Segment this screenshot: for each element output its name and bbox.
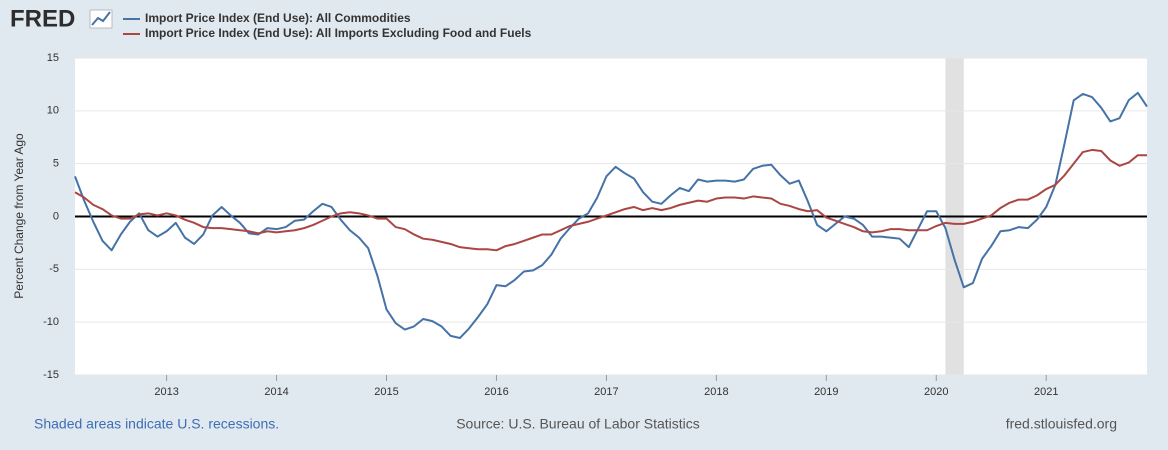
logo[interactable]: FRED xyxy=(10,5,75,32)
series-line xyxy=(74,91,1148,340)
x-tick-label: 2015 xyxy=(374,386,398,398)
x-tick-label: 2014 xyxy=(264,386,288,398)
x-tick-label: 2017 xyxy=(594,386,618,398)
site[interactable]: fred.stlouisfed.org xyxy=(1006,416,1117,432)
x-tick-label: 2016 xyxy=(484,386,508,398)
x-tick-label: 2018 xyxy=(704,386,728,398)
series-line xyxy=(74,148,1147,252)
y-tick-label: -10 xyxy=(43,316,59,328)
x-tick-label: 2020 xyxy=(924,386,948,398)
recession-note[interactable]: Shaded areas indicate U.S. recessions. xyxy=(34,416,279,432)
y-tick-label: 5 xyxy=(53,158,59,170)
y-tick-label: 0 xyxy=(53,210,59,222)
y-tick-label: 10 xyxy=(47,105,59,117)
legend-label: Import Price Index (End Use): All Import… xyxy=(145,26,532,40)
legend-label: Import Price Index (End Use): All Commod… xyxy=(145,11,411,25)
x-tick-label: 2019 xyxy=(814,386,838,398)
x-tick-label: 2021 xyxy=(1034,386,1058,398)
logo-icon xyxy=(89,9,113,29)
source: Source: U.S. Bureau of Labor Statistics xyxy=(456,416,700,432)
x-tick-label: 2013 xyxy=(154,386,178,398)
y-tick-label: -15 xyxy=(43,369,59,381)
y-tick-label: 15 xyxy=(47,52,59,64)
y-tick-label: -5 xyxy=(49,263,59,275)
y-axis-label: Percent Change from Year Ago xyxy=(12,133,26,299)
